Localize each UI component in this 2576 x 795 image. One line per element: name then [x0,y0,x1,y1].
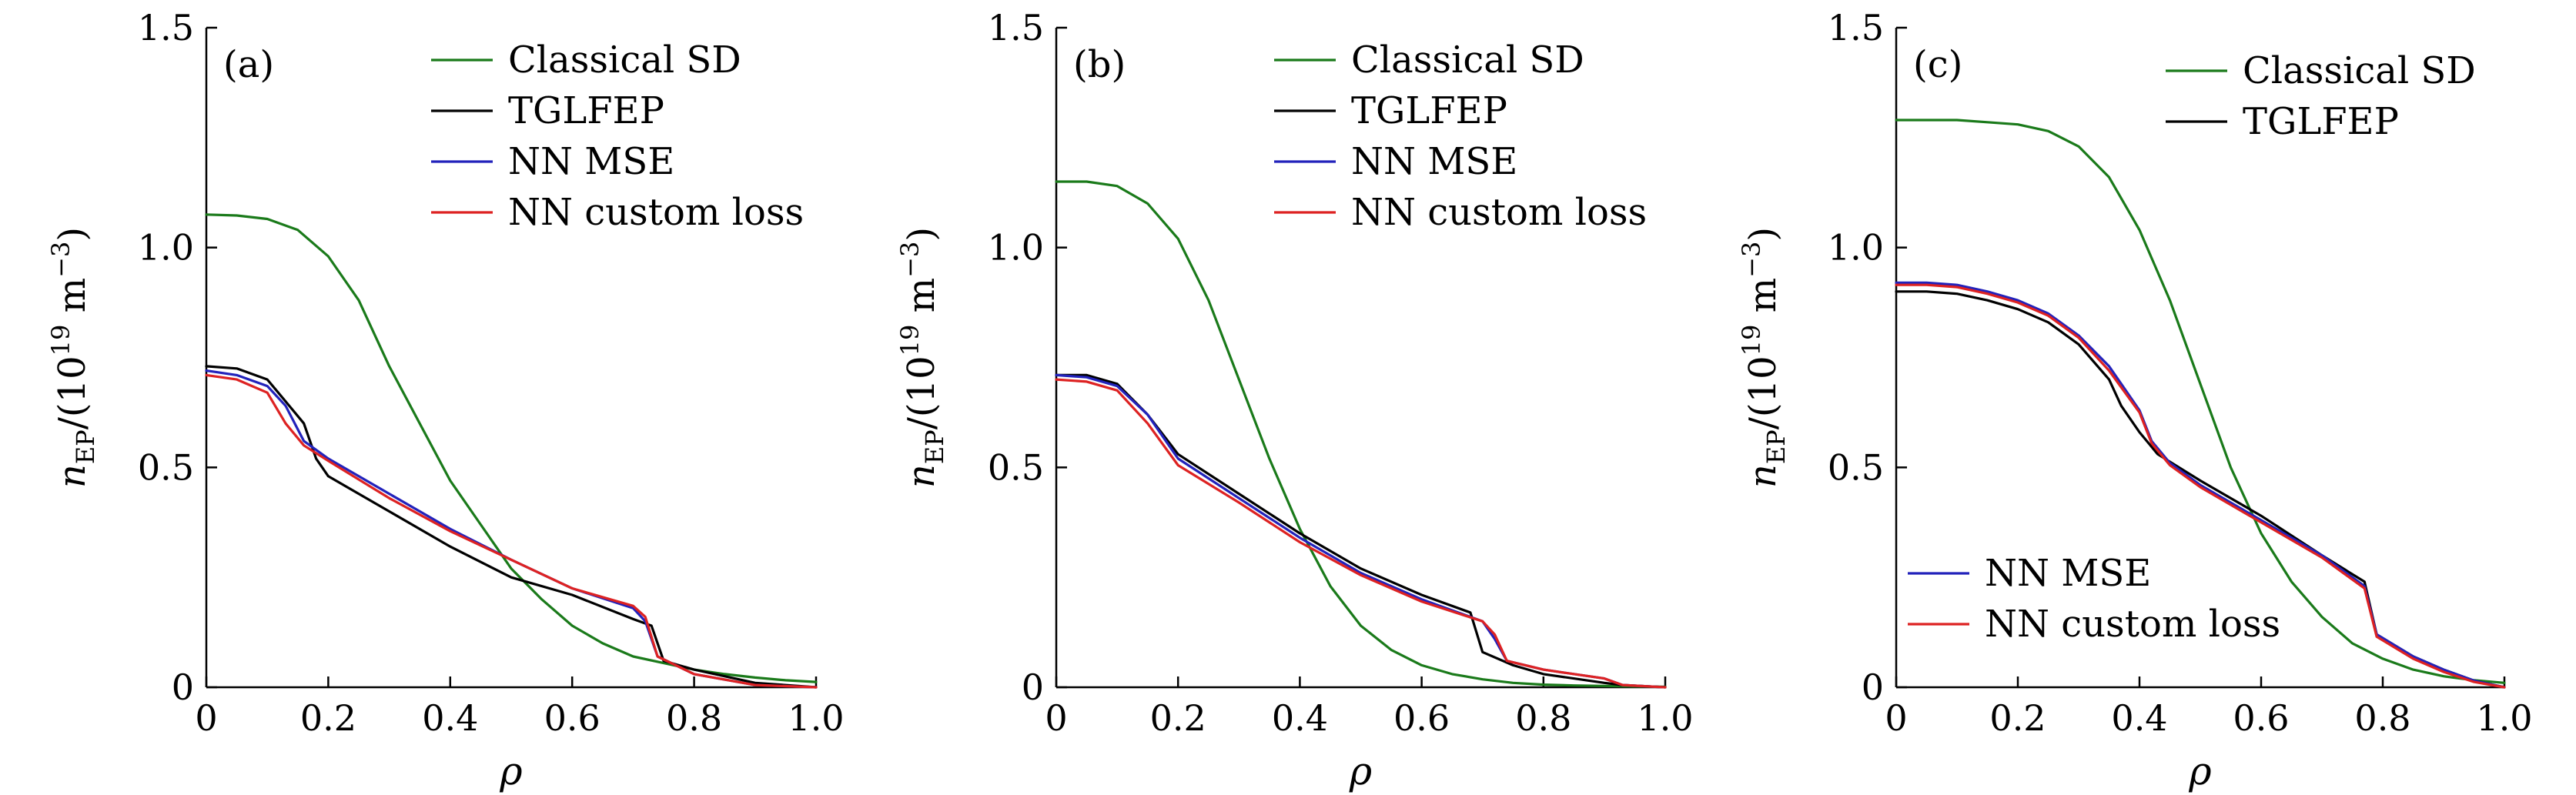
series-line-nn-custom-loss [205,373,818,689]
legend-label: NN MSE [508,140,674,183]
x-tick-label: 0 [195,697,217,739]
x-tick-label: 0.4 [2111,697,2167,739]
panel-label: (b) [1073,43,1126,86]
x-tick-label: 0.8 [2354,697,2410,739]
y-tick-label: 1.0 [988,227,1044,269]
x-axis-label: ρ [499,749,523,793]
y-axis-label: nEP/(1019 m−3) [895,227,949,488]
x-tick-label: 0.4 [422,697,478,739]
y-tick-label: 0 [1022,666,1044,708]
x-tick-label: 0.6 [2233,697,2289,739]
y-tick-label: 0.5 [138,446,194,488]
series-line-nn-mse [205,369,818,689]
series-line-nn-mse [1895,281,2506,689]
legend-label: NN custom loss [1351,191,1647,234]
series-line-classical-sd [1055,180,1667,689]
legend-label: NN MSE [1351,140,1517,183]
y-tick-label: 0 [172,666,194,708]
legend-label: Classical SD [508,38,741,82]
x-tick-label: 0.8 [1515,697,1571,739]
x-tick-label: 1.0 [788,697,844,739]
legend-label: TGLFEP [508,89,664,132]
panel-label: (c) [1913,43,1962,86]
x-axis-label: ρ [2188,749,2212,793]
x-tick-label: 0.2 [300,697,356,739]
legend-label: NN MSE [1985,552,2151,595]
x-tick-label: 0 [1885,697,1907,739]
panel-a: 0 0.2 0.4 0.6 0.8 1.0 0 0.5 1.0 1.5 ρ nEP/(1019 m−3… [46,7,845,793]
panel-b: 0 0.2 0.4 0.6 0.8 1.0 0 0.5 1.0 1.5 ρ nEP/(1019 m−3… [895,7,1694,793]
x-tick-label: 0 [1045,697,1067,739]
legend-label: Classical SD [2243,49,2476,92]
y-tick-label: 1.5 [988,7,1044,48]
y-tick-label: 1.5 [1828,7,1884,48]
series-line-classical-sd [1895,119,2506,684]
series-line-classical-sd [205,213,818,683]
legend-label: TGLFEP [1351,89,1507,132]
legend-label: NN custom loss [508,191,804,234]
y-tick-label: 0 [1862,666,1884,708]
legend-label: NN custom loss [1985,603,2280,646]
series-line-nn-custom-loss [1055,378,1667,689]
panel-c: 0 0.2 0.4 0.6 0.8 1.0 0 0.5 1.0 1.5 ρ nEP/(1019 m−3… [1737,7,2533,793]
panel-label: (a) [223,43,274,86]
x-tick-label: 0.2 [1150,697,1206,739]
legend-label: TGLFEP [2243,100,2399,143]
series-line-nn-custom-loss [1895,283,2506,689]
y-axis-label: nEP/(1019 m−3) [1737,227,1791,488]
y-tick-label: 1.5 [138,7,194,48]
x-tick-label: 0.2 [1989,697,2046,739]
series-line-tglfep [205,365,818,689]
y-tick-label: 1.0 [1828,227,1884,269]
y-tick-label: 0.5 [1828,446,1884,488]
y-axis-label: nEP/(1019 m−3) [46,227,100,488]
x-tick-label: 0.6 [1393,697,1450,739]
x-tick-label: 1.0 [2476,697,2532,739]
x-tick-label: 0.4 [1272,697,1328,739]
x-tick-label: 0.6 [544,697,601,739]
x-tick-label: 1.0 [1637,697,1693,739]
y-tick-label: 0.5 [988,446,1044,488]
x-tick-label: 0.8 [666,697,722,739]
x-axis-label: ρ [1349,749,1373,793]
legend-label: Classical SD [1351,38,1584,82]
y-tick-label: 1.0 [138,227,194,269]
